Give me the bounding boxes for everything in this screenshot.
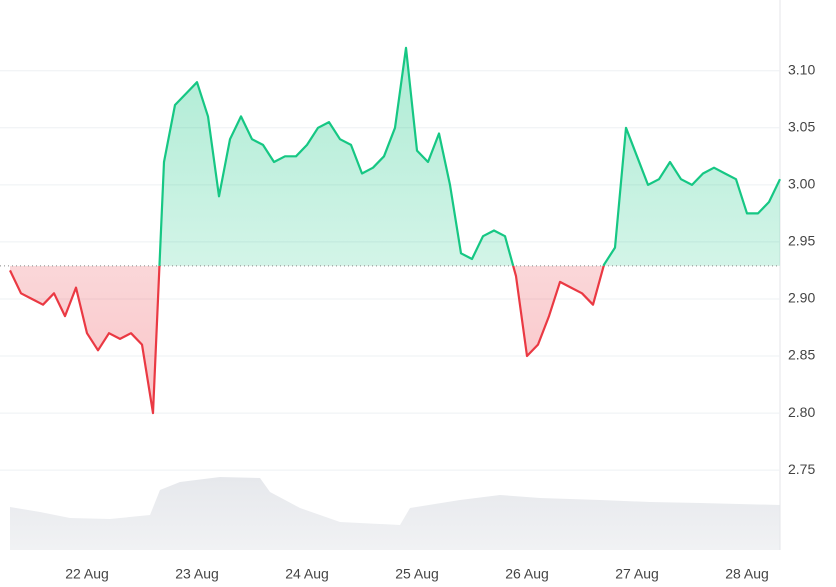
x-tick-label: 26 Aug <box>505 566 549 582</box>
x-tick-label: 24 Aug <box>285 566 329 582</box>
y-tick-label: 2.90 <box>788 290 815 306</box>
y-tick-label: 2.80 <box>788 404 815 420</box>
volume-area <box>10 477 780 550</box>
x-tick-label: 25 Aug <box>395 566 439 582</box>
y-tick-label: 3.05 <box>788 119 815 135</box>
y-tick-label: 2.95 <box>788 233 815 249</box>
x-tick-label: 23 Aug <box>175 566 219 582</box>
y-tick-label: 2.75 <box>788 461 815 477</box>
x-tick-label: 22 Aug <box>65 566 109 582</box>
area-down <box>10 265 780 414</box>
y-tick-label: 2.85 <box>788 347 815 363</box>
area-up <box>159 47 780 266</box>
price-line-down <box>9 265 605 415</box>
price-line-up <box>158 46 781 266</box>
y-tick-label: 3.00 <box>788 176 815 192</box>
x-tick-label: 28 Aug <box>725 566 769 582</box>
y-tick-label: 3.10 <box>788 61 815 77</box>
x-tick-label: 27 Aug <box>615 566 659 582</box>
